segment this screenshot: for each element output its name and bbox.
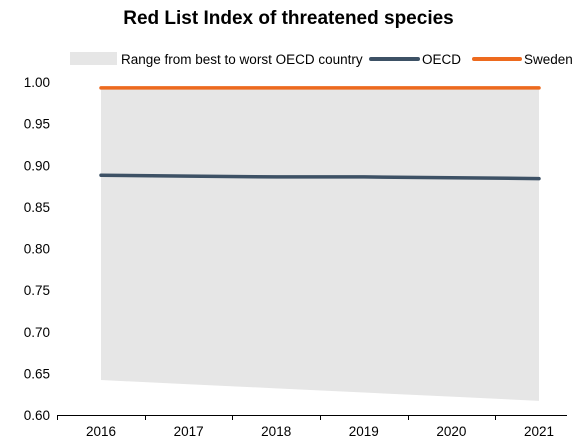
legend-oecd-label: OECD xyxy=(422,52,461,67)
range-band xyxy=(101,87,539,401)
y-tick-label: 0.75 xyxy=(24,283,50,298)
chart-title: Red List Index of threatened species xyxy=(123,8,454,29)
x-axis-ticks: 2016 2017 2018 2019 2020 2021 xyxy=(86,424,554,436)
legend-range-swatch xyxy=(70,52,117,65)
y-axis-ticks: 1.00 0.95 0.90 0.85 0.80 0.75 0.70 0.65 0.60 xyxy=(24,75,50,423)
y-tick-label: 1.00 xyxy=(24,75,50,90)
legend-sweden-label: Sweden xyxy=(524,52,573,67)
x-tick-label: 2016 xyxy=(86,424,116,436)
x-tick-label: 2021 xyxy=(524,424,554,436)
x-tick-label: 2018 xyxy=(261,424,291,436)
x-axis-tick-marks xyxy=(57,415,496,420)
legend-range-label: Range from best to worst OECD country xyxy=(121,52,363,67)
y-tick-label: 0.80 xyxy=(24,242,50,257)
legend: Range from best to worst OECD country OE… xyxy=(70,52,573,67)
x-tick-label: 2019 xyxy=(349,424,379,436)
y-tick-label: 0.60 xyxy=(24,408,50,423)
y-tick-label: 0.95 xyxy=(24,117,50,132)
x-tick-label: 2020 xyxy=(436,424,466,436)
x-tick-label: 2017 xyxy=(174,424,204,436)
y-tick-label: 0.70 xyxy=(24,325,50,340)
y-tick-label: 0.85 xyxy=(24,200,50,215)
series-line-oecd xyxy=(99,173,541,181)
y-tick-label: 0.65 xyxy=(24,366,50,381)
y-tick-label: 0.90 xyxy=(24,158,50,173)
